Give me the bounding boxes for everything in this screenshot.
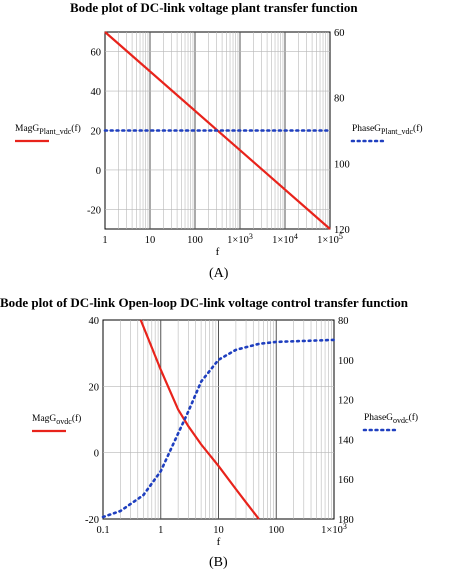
chart-a-caption: (A) (209, 266, 229, 281)
legend-arg: (f) (409, 412, 419, 423)
x-axis-label: f (216, 246, 220, 258)
legend-label: MagGovdc(f) (32, 413, 81, 426)
y-left-tick-label: 40 (91, 87, 102, 98)
chart-b-title: Bode plot of DC-link Open-loop DC-link v… (0, 295, 408, 310)
x-tick-exponent: 3 (249, 232, 253, 241)
y-left-tick-label: -20 (85, 515, 99, 526)
legend-subscript: ovdc (56, 417, 72, 426)
x-tick-label: 0.1 (96, 525, 109, 536)
x-tick-label: 10 (213, 525, 224, 536)
y-right-tick-label: 140 (338, 435, 354, 446)
y-left-tick-label: -20 (87, 205, 101, 216)
y-left-tick-label: 20 (89, 382, 100, 393)
legend-subscript: ovdc (393, 416, 409, 425)
x-tick-label: 1×103 (227, 232, 253, 246)
x-tick-label: 10 (145, 235, 156, 246)
x-tick-label: 100 (187, 235, 203, 246)
x-tick-label: 1×103 (321, 522, 347, 536)
chart-b-caption: (B) (209, 555, 228, 570)
x-tick-label: 1 (158, 525, 163, 536)
x-tick-exponent: 4 (294, 232, 298, 241)
y-right-tick-label: 100 (338, 356, 354, 367)
x-tick-label: 1×105 (317, 232, 343, 246)
x-tick-label: 1 (102, 235, 107, 246)
legend-arg: (f) (413, 123, 423, 134)
legend-magnitude: MagGovdc(f) (32, 413, 81, 433)
y-left-tick-label: 0 (94, 449, 99, 460)
x-tick-label: 1×104 (272, 232, 298, 246)
legend-arg: (f) (72, 413, 82, 424)
y-left-tick-label: 40 (89, 316, 100, 327)
chart-a-plot (103, 31, 332, 230)
legend-arg: (f) (71, 123, 81, 134)
legend-label: PhaseGovdc(f) (364, 412, 418, 425)
legend-magnitude: MagGPlant_vdc(f) (15, 123, 81, 143)
y-right-tick-label: 60 (334, 28, 345, 39)
x-axis-label: f (217, 536, 221, 548)
x-tick-exponent: 5 (339, 232, 343, 241)
series-magnitude-line (139, 319, 260, 520)
y-left-tick-label: 0 (96, 166, 101, 177)
series-phase-line (101, 338, 336, 519)
grid (103, 320, 334, 519)
legend-subscript: Plant_vdc (39, 127, 71, 136)
legend-subscript: Plant_vdc (381, 127, 413, 136)
y-left-tick-label: 60 (91, 48, 102, 59)
y-left-tick-label: 20 (91, 127, 102, 138)
y-right-tick-label: 180 (338, 515, 354, 526)
legend-phase: PhaseGovdc(f) (362, 412, 418, 432)
y-right-tick-label: 100 (334, 159, 350, 170)
legend-phase: PhaseGPlant_vdc(f) (350, 123, 423, 143)
x-tick-exponent: 3 (343, 522, 347, 531)
chart-a-title: Bode plot of DC-link voltage plant trans… (70, 0, 358, 15)
legend-label: PhaseGPlant_vdc(f) (352, 123, 423, 136)
legend-label: MagGPlant_vdc(f) (15, 123, 81, 136)
y-right-tick-label: 80 (334, 94, 345, 105)
y-right-tick-label: 160 (338, 475, 354, 486)
x-tick-label: 100 (268, 525, 284, 536)
y-right-tick-label: 120 (334, 225, 350, 236)
chart-b-plot (101, 319, 336, 520)
y-right-tick-label: 120 (338, 396, 354, 407)
y-right-tick-label: 80 (338, 316, 349, 327)
